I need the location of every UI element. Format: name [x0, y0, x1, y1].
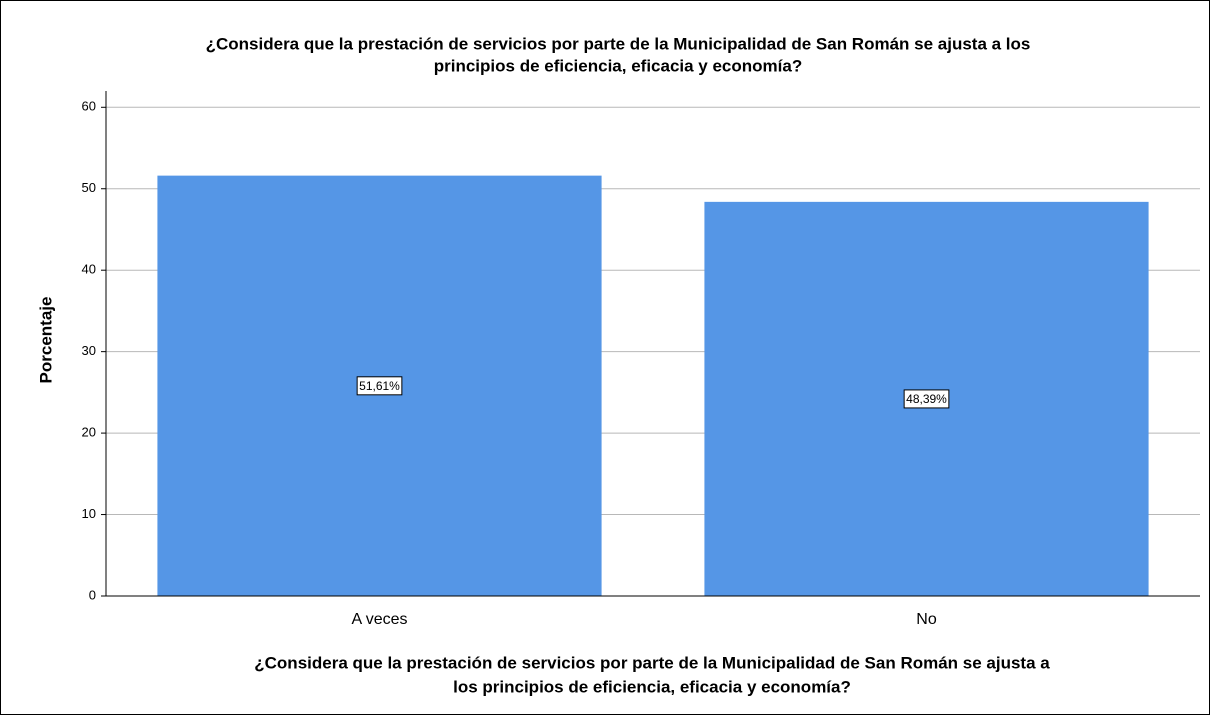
y-tick-label: 0 — [89, 587, 96, 602]
x-tick-label: A veces — [351, 611, 407, 628]
value-label-box — [356, 376, 403, 396]
chart-title: principios de eficiencia, eficacia y eco… — [434, 56, 802, 75]
y-tick-label: 50 — [82, 180, 96, 195]
x-tick-label: No — [916, 611, 937, 628]
x-axis-title: ¿Considera que la prestación de servicio… — [254, 653, 1050, 672]
y-axis-title: Porcentaje — [36, 297, 55, 384]
value-label: 48,39% — [906, 392, 947, 406]
value-label-box — [903, 389, 950, 409]
y-tick-label: 60 — [82, 99, 96, 114]
chart-title: ¿Considera que la prestación de servicio… — [206, 34, 1031, 53]
y-tick-label: 10 — [82, 506, 96, 521]
value-label: 51,61% — [359, 379, 400, 393]
x-axis-title: los principios de eficiencia, eficacia y… — [453, 677, 851, 696]
y-tick-label: 20 — [82, 425, 96, 440]
y-tick-label: 30 — [82, 343, 96, 358]
y-tick-label: 40 — [82, 262, 96, 277]
